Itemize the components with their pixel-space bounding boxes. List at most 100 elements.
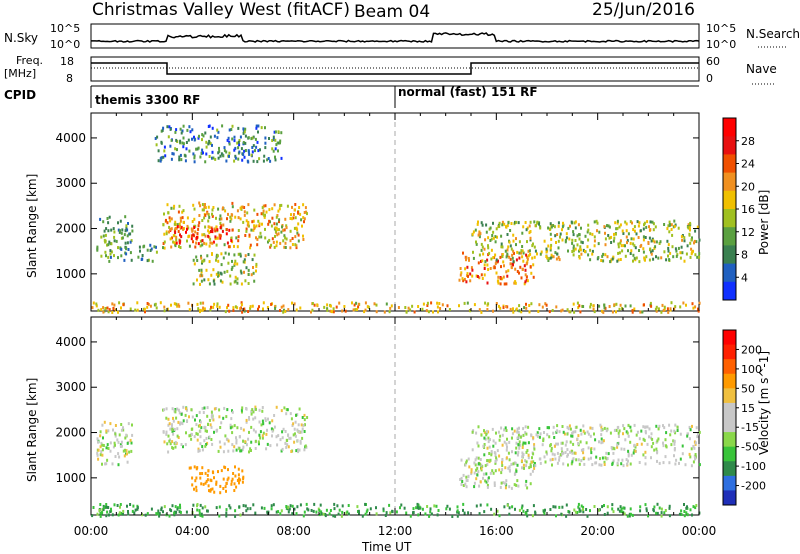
echo-cell: [158, 512, 161, 516]
echo-cell: [122, 512, 124, 516]
echo-cell: [162, 510, 164, 514]
echo-cell: [129, 438, 132, 442]
echo-cell: [667, 246, 670, 250]
echo-cell: [617, 435, 620, 438]
echo-cell: [633, 256, 636, 260]
echo-cell: [201, 472, 204, 475]
echo-cell: [587, 228, 590, 232]
echo-cell: [286, 204, 289, 208]
echo-cell: [366, 305, 369, 309]
echo-cell: [132, 504, 135, 508]
echo-cell: [171, 236, 173, 240]
echo-cell: [628, 512, 631, 516]
echo-cell: [583, 431, 586, 435]
echo-cell: [111, 462, 114, 466]
echo-cell: [477, 220, 479, 224]
echo-cell: [250, 449, 252, 452]
echo-cell: [297, 450, 300, 454]
echo-cell: [234, 514, 237, 518]
echo-cell: [178, 155, 181, 159]
echo-cell: [458, 304, 460, 308]
echo-cell: [531, 256, 534, 260]
echo-cell: [529, 265, 532, 269]
echo-cell: [303, 510, 306, 514]
echo-cell: [110, 228, 113, 232]
echo-cell: [338, 508, 341, 512]
echo-cell: [212, 279, 215, 283]
echo-cell: [178, 510, 181, 514]
echo-cell: [629, 512, 632, 516]
echo-cell: [631, 221, 633, 225]
echo-cell: [624, 220, 627, 224]
echo-cell: [466, 301, 469, 305]
echo-cell: [204, 429, 207, 433]
echo-cell: [480, 433, 483, 437]
echo-cell: [481, 223, 484, 227]
echo-cell: [493, 512, 496, 516]
echo-cell: [506, 252, 509, 256]
echo-cell: [195, 255, 198, 259]
echo-cell: [222, 477, 225, 481]
echo-cell: [206, 473, 209, 477]
velocity-colorbar-label: Velocity [m s^-1]: [757, 351, 771, 455]
echo-cell: [596, 221, 599, 225]
echo-cell: [656, 502, 659, 506]
echo-cell: [618, 429, 621, 433]
echo-cell: [561, 308, 564, 312]
echo-cell: [329, 309, 332, 313]
echo-cell: [426, 301, 429, 305]
echo-cell: [512, 260, 515, 264]
echo-cell: [129, 251, 132, 255]
echo-cell: [460, 483, 463, 486]
echo-cell: [207, 234, 210, 238]
echo-cell: [179, 141, 182, 145]
echo-cell: [216, 236, 219, 240]
echo-cell: [508, 240, 511, 244]
echo-cell: [221, 280, 224, 284]
echo-cell: [219, 426, 222, 429]
echo-cell: [182, 209, 185, 213]
echo-cell: [163, 305, 166, 309]
echo-cell: [195, 241, 198, 245]
echo-cell: [204, 131, 207, 135]
echo-cell: [471, 430, 474, 434]
echo-cell: [516, 250, 519, 254]
echo-cell: [193, 217, 196, 221]
echo-cell: [583, 456, 586, 460]
echo-cell: [539, 226, 542, 230]
echo-cell: [679, 251, 682, 255]
echo-cell: [347, 512, 350, 516]
echo-cell: [490, 451, 493, 455]
echo-cell: [655, 511, 658, 515]
echo-cell: [498, 221, 501, 225]
echo-cell: [245, 443, 248, 447]
echo-cell: [218, 505, 221, 509]
echo-cell: [497, 430, 500, 434]
echo-cell: [124, 215, 127, 219]
echo-cell: [551, 463, 553, 467]
echo-cell: [639, 310, 642, 314]
echo-cell: [466, 265, 469, 269]
echo-cell: [278, 220, 280, 224]
echo-cell: [280, 131, 283, 135]
echo-cell: [113, 303, 116, 307]
echo-cell: [300, 218, 303, 222]
echo-cell: [166, 125, 169, 129]
echo-cell: [205, 436, 208, 440]
echo-cell: [188, 415, 190, 419]
echo-cell: [351, 301, 353, 305]
echo-cell: [623, 512, 626, 516]
echo-cell: [173, 204, 176, 208]
echo-cell: [565, 236, 568, 240]
echo-cell: [515, 243, 517, 247]
echo-cell: [562, 451, 565, 455]
echo-cell: [557, 239, 560, 243]
echo-cell: [630, 429, 633, 433]
echo-cell: [175, 510, 178, 514]
echo-cell: [106, 306, 109, 310]
echo-cell: [522, 427, 525, 431]
echo-cell: [245, 229, 248, 233]
echo-cell: [264, 204, 267, 208]
echo-cell: [220, 263, 223, 267]
echo-cell: [481, 245, 484, 249]
